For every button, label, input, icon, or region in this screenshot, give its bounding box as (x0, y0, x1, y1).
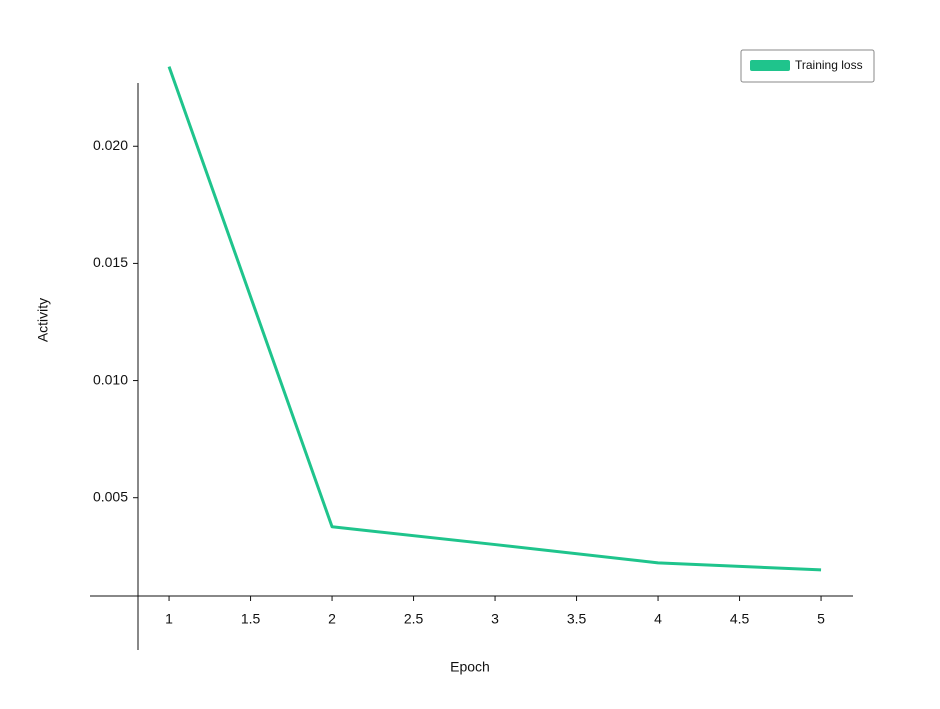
legend-box (740, 49, 875, 83)
y-tick-label: 0.010 (93, 371, 128, 387)
y-tick-label: 0.015 (93, 254, 128, 270)
y-tick-label: 0.020 (93, 137, 128, 153)
x-tick-label: 2.5 (404, 611, 424, 627)
x-tick-label: 3.5 (567, 611, 587, 627)
x-tick-label: 3 (491, 611, 499, 627)
x-tick-label: 4.5 (730, 611, 750, 627)
x-tick-label: 1.5 (241, 611, 261, 627)
x-tick-label: 5 (817, 611, 825, 627)
x-tick-label: 4 (654, 611, 662, 627)
x-axis-label: Epoch (450, 659, 490, 675)
x-tick-label: 1 (165, 611, 173, 627)
legend-label: Training loss (795, 58, 863, 72)
legend-swatch (750, 60, 790, 71)
y-tick-label: 0.005 (93, 488, 128, 504)
x-tick-label: 2 (328, 611, 336, 627)
line-series (167, 66, 822, 572)
y-axis-label: Activity (35, 298, 51, 342)
